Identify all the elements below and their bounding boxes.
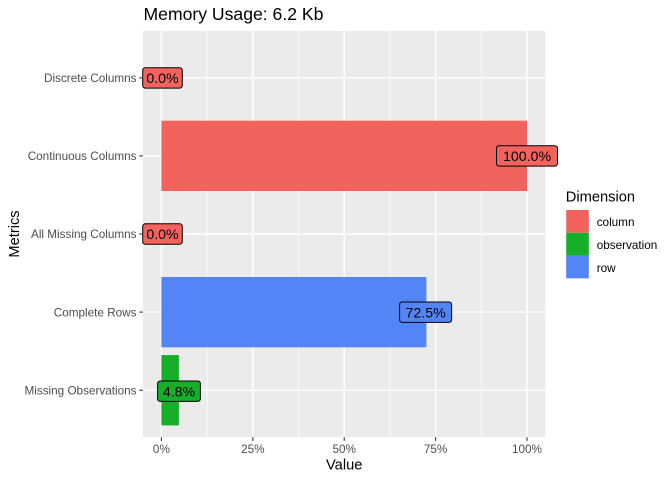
svg-text:Value: Value bbox=[326, 458, 362, 474]
svg-text:Complete Rows: Complete Rows bbox=[54, 306, 137, 319]
svg-text:0.0%: 0.0% bbox=[146, 71, 179, 87]
svg-text:100%: 100% bbox=[512, 443, 542, 456]
svg-text:Memory Usage: 6.2 Kb: Memory Usage: 6.2 Kb bbox=[144, 4, 324, 24]
svg-text:100.0%: 100.0% bbox=[503, 149, 552, 165]
svg-text:72.5%: 72.5% bbox=[405, 305, 446, 321]
svg-text:All Missing Columns: All Missing Columns bbox=[31, 228, 137, 241]
svg-text:Continuous Columns: Continuous Columns bbox=[28, 150, 137, 163]
svg-text:Metrics: Metrics bbox=[7, 210, 23, 257]
svg-text:observation: observation bbox=[597, 239, 658, 252]
svg-text:4.8%: 4.8% bbox=[163, 384, 196, 400]
svg-text:row: row bbox=[597, 262, 616, 275]
svg-text:75%: 75% bbox=[424, 443, 447, 456]
svg-text:0.0%: 0.0% bbox=[146, 227, 179, 243]
svg-text:Dimension: Dimension bbox=[566, 190, 635, 206]
svg-text:column: column bbox=[597, 216, 635, 229]
svg-text:50%: 50% bbox=[332, 443, 355, 456]
svg-text:25%: 25% bbox=[241, 443, 264, 456]
svg-text:Discrete Columns: Discrete Columns bbox=[44, 72, 137, 85]
svg-text:Missing Observations: Missing Observations bbox=[24, 384, 136, 397]
svg-text:0%: 0% bbox=[153, 443, 170, 456]
